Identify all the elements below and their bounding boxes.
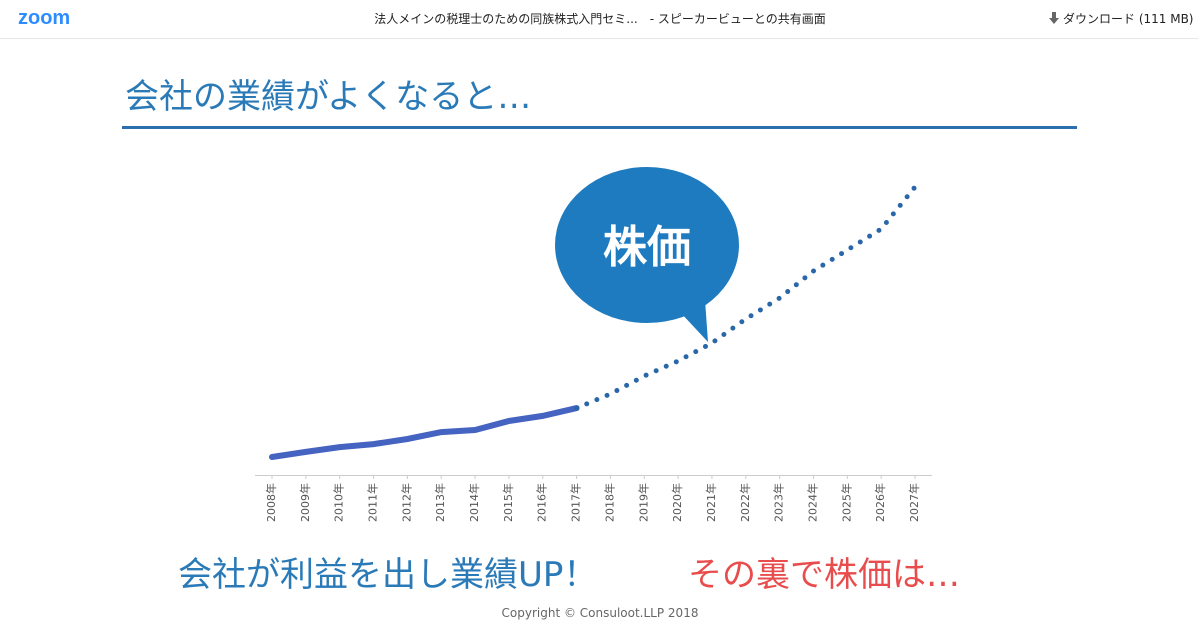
x-tick-label: 2016年 bbox=[535, 483, 549, 522]
x-tick-label: 2011年 bbox=[366, 483, 380, 522]
x-tick-label: 2021年 bbox=[704, 483, 718, 522]
x-tick-label: 2022年 bbox=[738, 483, 752, 522]
x-tick-label: 2014年 bbox=[467, 483, 481, 522]
top-bar bbox=[0, 0, 1198, 38]
download-icon[interactable] bbox=[1049, 12, 1059, 24]
x-tick-label: 2027年 bbox=[907, 483, 921, 522]
x-tick-label: 2020年 bbox=[670, 483, 684, 522]
x-tick-label: 2015年 bbox=[501, 483, 515, 522]
series-line bbox=[269, 405, 580, 460]
download-link[interactable]: ダウンロード (111 MB) bbox=[1063, 11, 1193, 26]
copyright: Copyright © Consuloot.LLP 2018 bbox=[502, 606, 699, 620]
x-tick-label: 2010年 bbox=[332, 483, 346, 522]
x-tick-label: 2009年 bbox=[298, 483, 312, 522]
message: 会社が利益を出し業績UP！ bbox=[178, 555, 597, 595]
series-line bbox=[574, 184, 918, 411]
x-tick-label: 2017年 bbox=[569, 483, 583, 522]
message-red: その裏で株価は… bbox=[688, 555, 960, 595]
x-tick-label: 2018年 bbox=[602, 483, 616, 522]
x-tick-label: 2019年 bbox=[636, 483, 650, 522]
slide-title: 会社の業績がよくなると… bbox=[125, 77, 531, 117]
speech-bubble bbox=[555, 167, 739, 323]
title-rule bbox=[122, 126, 1077, 129]
x-tick-label: 2008年 bbox=[264, 483, 278, 522]
logo: zoom bbox=[18, 7, 70, 29]
bubble-text: 株価 bbox=[603, 222, 691, 273]
x-tick-label: 2026年 bbox=[873, 483, 887, 522]
x-tick-label: 2023年 bbox=[772, 483, 786, 522]
x-tick-label: 2012年 bbox=[399, 483, 413, 522]
x-tick-label: 2024年 bbox=[805, 483, 819, 522]
x-tick-label: 2025年 bbox=[839, 483, 853, 522]
x-tick-label: 2013年 bbox=[433, 483, 447, 522]
window-title: 法人メインの税理士のための同族株式入門セミ... - スピーカービューとの共有画… bbox=[374, 11, 825, 26]
